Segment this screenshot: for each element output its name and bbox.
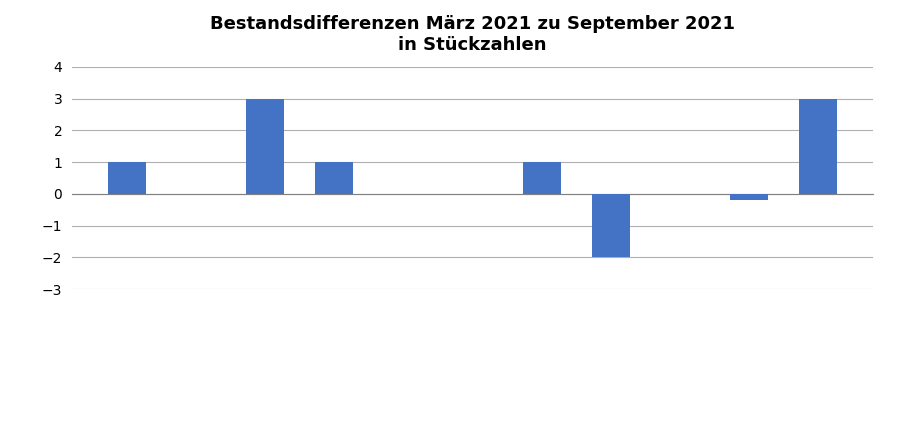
Bar: [591, 194, 629, 258]
Bar: [523, 162, 561, 194]
Bar: [247, 98, 284, 194]
Title: Bestandsdifferenzen März 2021 zu September 2021
in Stückzahlen: Bestandsdifferenzen März 2021 zu Septemb…: [210, 15, 735, 54]
Bar: [798, 98, 837, 194]
Bar: [316, 162, 354, 194]
Bar: [730, 194, 768, 200]
Bar: [108, 162, 147, 194]
